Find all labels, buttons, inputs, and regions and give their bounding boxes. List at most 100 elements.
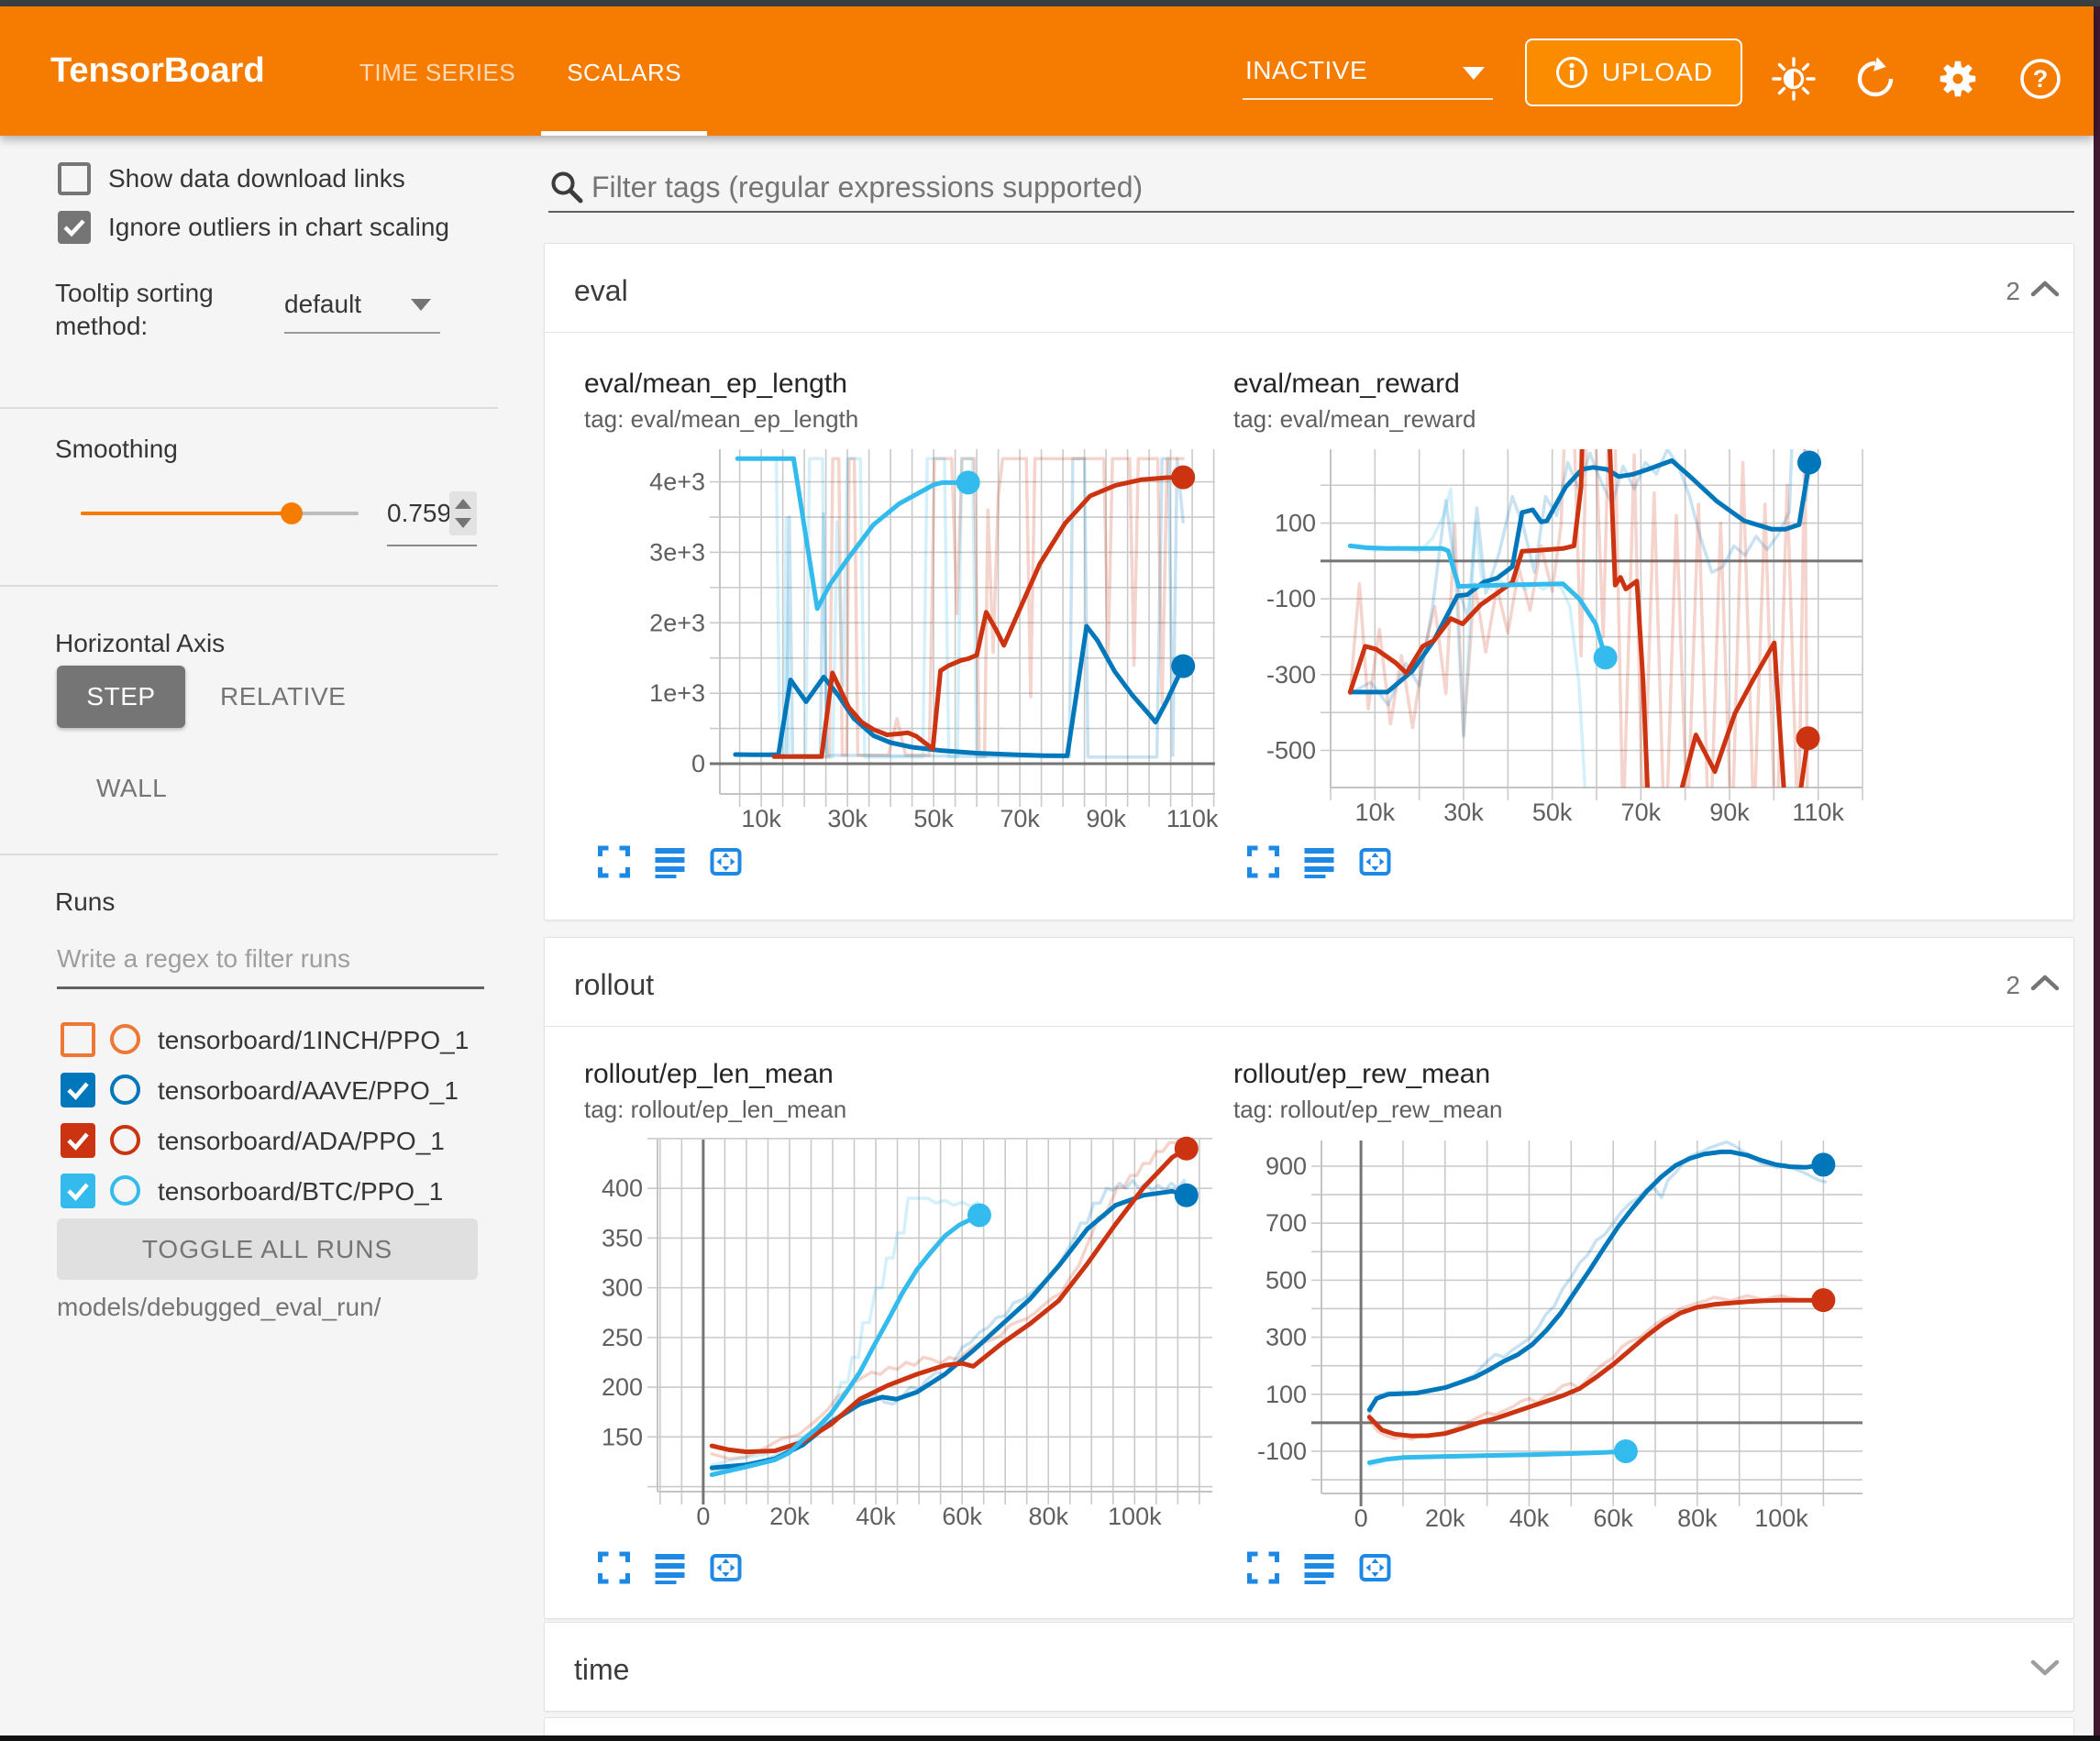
- y-tick-label: 2e+3: [649, 609, 705, 636]
- refresh-icon[interactable]: [1853, 57, 1897, 101]
- search-icon: [551, 171, 583, 204]
- run-row-ada: tensorboard/ADA/PPO_1: [0, 1115, 541, 1165]
- smoothing-slider-thumb[interactable]: [281, 502, 303, 524]
- chart-plot-rollout-ep-rew-mean[interactable]: 0 20k 40k 60k 80k 100k -100 100 300 500 700 900: [1233, 1126, 1875, 1552]
- window-top-edge: [0, 0, 2100, 6]
- run-color-radio[interactable]: [110, 1074, 140, 1105]
- data-table-icon[interactable]: [1302, 845, 1336, 879]
- collapse-chevron-up-icon[interactable]: [2029, 277, 2061, 301]
- section-title-eval: eval: [574, 274, 628, 307]
- collapse-chevron-up-icon[interactable]: [2029, 971, 2061, 995]
- data-table-icon[interactable]: [1302, 1551, 1336, 1585]
- fit-domain-icon[interactable]: [1358, 1551, 1392, 1585]
- run-checkbox[interactable]: [61, 1073, 95, 1107]
- tooltip-sorting-label: Tooltip sorting method:: [55, 279, 214, 340]
- run-color-radio[interactable]: [110, 1125, 140, 1155]
- haxis-relative-button[interactable]: RELATIVE: [220, 682, 347, 711]
- series-end-dot-btc: [956, 470, 980, 495]
- data-table-icon[interactable]: [653, 845, 687, 879]
- run-checkbox[interactable]: [61, 1123, 95, 1158]
- brightness-icon[interactable]: [1772, 57, 1816, 101]
- fullscreen-icon[interactable]: [597, 1551, 631, 1585]
- filter-tags-input[interactable]: Filter tags (regular expressions support…: [591, 171, 1144, 204]
- info-icon: [1555, 57, 1587, 88]
- run-color-radio[interactable]: [110, 1024, 140, 1054]
- series-smoothed-aave: [1347, 457, 1812, 695]
- active-tab-underline: [541, 131, 708, 136]
- x-tick-label: 70k: [1621, 799, 1662, 826]
- x-tick-label: 80k: [1677, 1504, 1718, 1532]
- haxis-wall-button[interactable]: WALL: [96, 774, 168, 802]
- fit-domain-icon[interactable]: [709, 1551, 743, 1585]
- series-smoothed-ada: [771, 475, 1186, 759]
- series-smoothed-btc: [709, 1212, 982, 1478]
- y-tick-label: 100: [1266, 1381, 1307, 1408]
- run-checkbox[interactable]: [61, 1174, 95, 1208]
- y-tick-label: 4e+3: [649, 468, 705, 496]
- tab-time-series[interactable]: TIME SERIES: [359, 59, 516, 86]
- y-tick-label: 0: [691, 750, 705, 777]
- x-tick-label: 10k: [741, 805, 781, 832]
- fit-domain-icon[interactable]: [709, 845, 743, 879]
- y-tick-label: 400: [602, 1174, 643, 1202]
- series-smoothed-ada: [1366, 1297, 1826, 1438]
- series-smoothed-ada: [1347, 449, 1810, 788]
- run-row-btc: tensorboard/BTC/PPO_1: [0, 1165, 541, 1216]
- status-dropdown[interactable]: INACTIVE: [1243, 39, 1493, 104]
- show-download-links-checkbox[interactable]: [58, 162, 91, 195]
- smoothing-stepper[interactable]: [449, 491, 477, 535]
- x-tick-label: 60k: [942, 1503, 982, 1530]
- x-tick-label: 100k: [1108, 1503, 1162, 1530]
- chart-toolbar: [597, 1551, 743, 1585]
- upload-button[interactable]: UPLOAD: [1525, 39, 1742, 106]
- chart-toolbar: [1246, 845, 1392, 879]
- fullscreen-icon[interactable]: [1246, 1551, 1280, 1585]
- tab-scalars[interactable]: SCALARS: [541, 6, 708, 136]
- series-smoothed-btc: [1366, 1449, 1629, 1465]
- check-icon: [67, 1082, 89, 1100]
- run-row-aave: tensorboard/AAVE/PPO_1: [0, 1064, 541, 1115]
- series-smoothed-ada: [709, 1146, 1189, 1455]
- series-end-dot-ada: [1171, 465, 1196, 490]
- y-tick-label: 150: [602, 1423, 643, 1450]
- tooltip-sorting-select[interactable]: default: [284, 275, 440, 334]
- x-tick-label: 110k: [1792, 799, 1844, 826]
- section-title-time: time: [574, 1653, 630, 1686]
- chart-plot-eval-mean-ep-length[interactable]: 10k 30k 50k 70k 90k 110k 0 1e+3 2e+3 3e+3 4e+3: [584, 435, 1226, 862]
- run-name: tensorboard/AAVE/PPO_1: [158, 1076, 459, 1105]
- data-table-icon[interactable]: [653, 1551, 687, 1585]
- expand-chevron-down-icon[interactable]: [2029, 1656, 2061, 1680]
- y-tick-label: -500: [1266, 737, 1316, 765]
- x-tick-label: 40k: [1509, 1504, 1550, 1532]
- x-tick-label: 20k: [1425, 1504, 1465, 1532]
- chart-plot-rollout-ep-len-mean[interactable]: 0 20k 40k 60k 80k 100k 150 200 250 300 350 400: [584, 1126, 1226, 1552]
- y-tick-label: 1e+3: [649, 679, 705, 707]
- series-end-dot-btc: [967, 1203, 991, 1228]
- ignore-outliers-checkbox[interactable]: [58, 211, 91, 244]
- check-icon: [67, 1183, 89, 1201]
- runs-filter-input[interactable]: Write a regex to filter runs: [57, 944, 351, 973]
- run-color-radio[interactable]: [110, 1175, 140, 1206]
- fullscreen-icon[interactable]: [1246, 845, 1280, 879]
- y-tick-label: -300: [1266, 661, 1316, 689]
- x-tick-label: 90k: [1086, 805, 1126, 832]
- series-smoothed-aave: [709, 1188, 1189, 1471]
- dropdown-arrow-icon: [411, 299, 431, 311]
- smoothing-value[interactable]: 0.759: [387, 499, 452, 527]
- x-tick-label: 20k: [769, 1503, 810, 1530]
- fit-domain-icon[interactable]: [1358, 845, 1392, 879]
- series-end-dot-aave: [1811, 1152, 1836, 1177]
- y-tick-label: 300: [1266, 1324, 1307, 1351]
- haxis-step-button[interactable]: STEP: [57, 666, 185, 728]
- fullscreen-icon[interactable]: [597, 845, 631, 879]
- chart-plot-eval-mean-reward[interactable]: 10k 30k 50k 70k 90k 110k 100 -100 -300 -500: [1233, 435, 1875, 862]
- run-row-1inch: tensorboard/1INCH/PPO_1: [0, 1014, 541, 1064]
- settings-icon[interactable]: [1936, 57, 1980, 101]
- help-icon[interactable]: ?: [2018, 57, 2062, 101]
- toggle-all-runs-button[interactable]: TOGGLE ALL RUNS: [57, 1218, 478, 1280]
- run-checkbox[interactable]: [61, 1022, 95, 1057]
- y-tick-label: 500: [1266, 1266, 1307, 1294]
- series-raw-ada: [1348, 449, 1809, 788]
- section-card-time: time: [544, 1622, 2074, 1712]
